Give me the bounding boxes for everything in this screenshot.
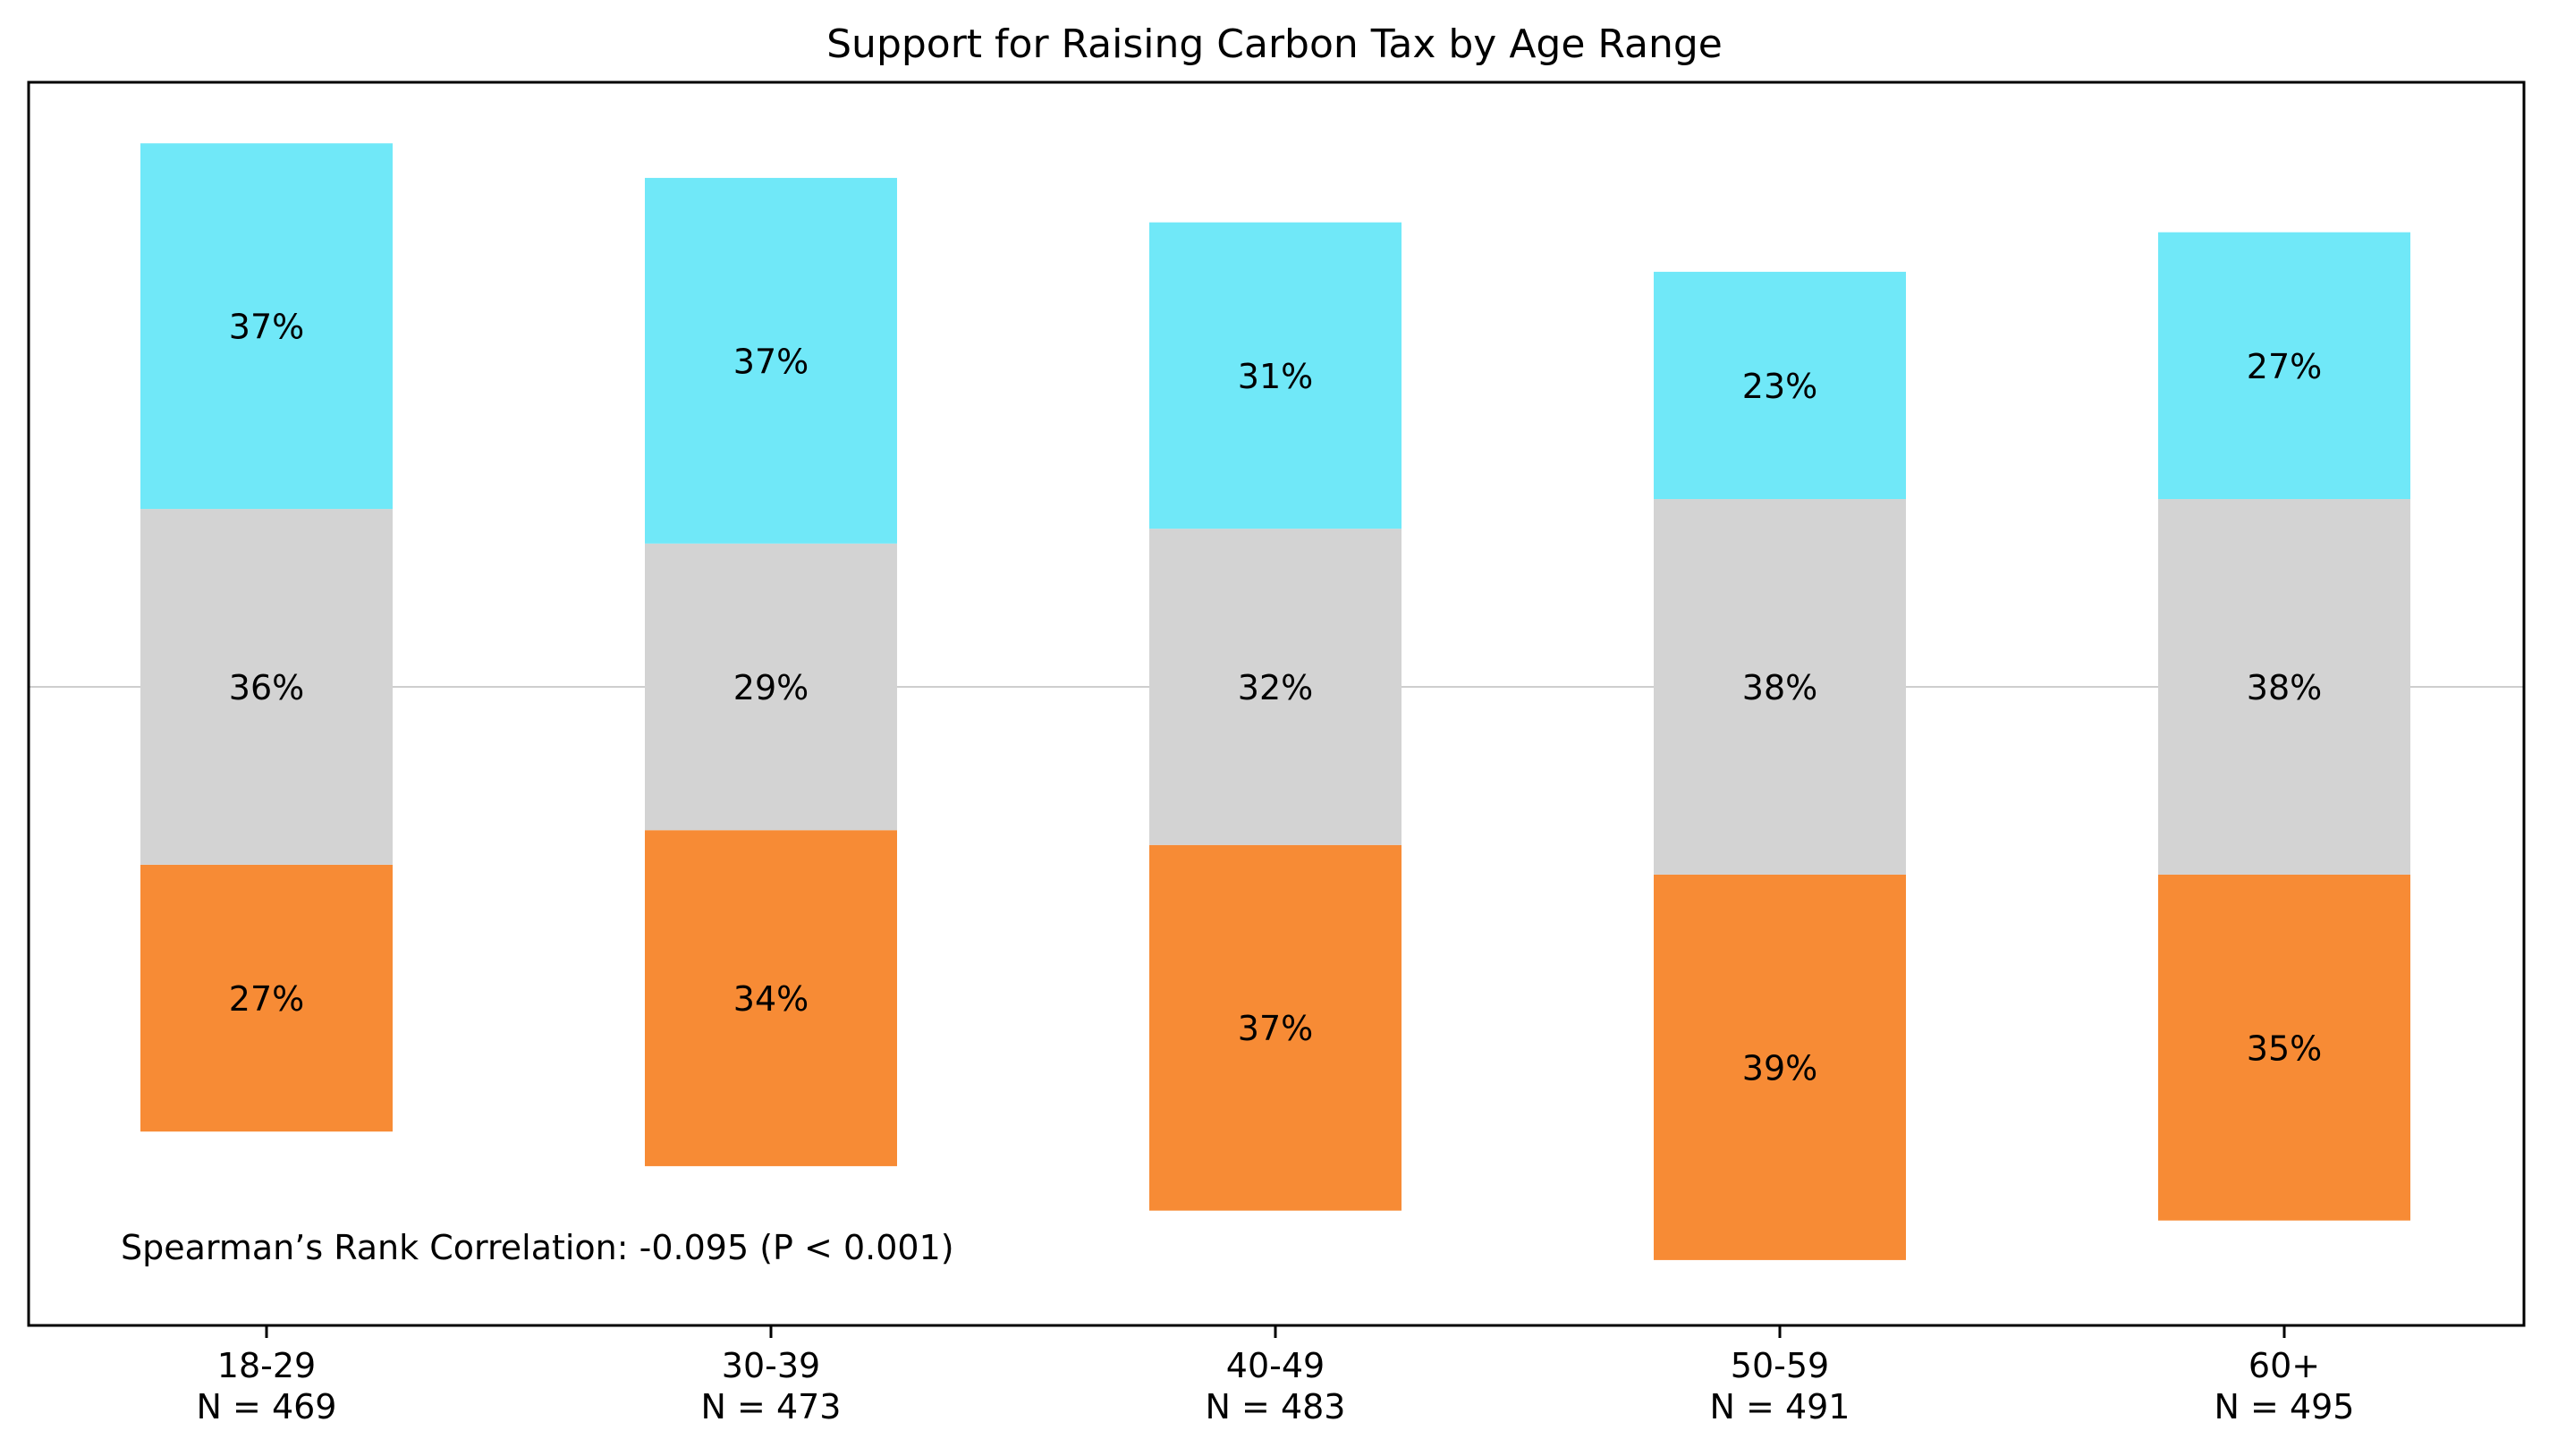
- plot-area: 27% 36% 37% 34% 29% 37% 37% 32% 31% 39% 38% 23% 35% 3…: [29, 143, 2524, 1260]
- bar-oppose-4: [2158, 874, 2410, 1221]
- data-label-oppose-2: 37%: [1238, 1009, 1313, 1048]
- x-tick-label-0: 18-29: [217, 1346, 316, 1385]
- bar-support-4: [2158, 232, 2410, 500]
- bar-oppose-0: [140, 864, 393, 1132]
- bar-support-0: [140, 143, 393, 510]
- x-tick-sample-size-3: N = 491: [1710, 1387, 1850, 1426]
- data-label-neutral-0: 36%: [229, 668, 304, 707]
- data-label-support-0: 37%: [229, 308, 304, 347]
- chart-title: Support for Raising Carbon Tax by Age Ra…: [826, 21, 1723, 67]
- bar-support-3: [1654, 271, 1906, 500]
- data-label-oppose-4: 35%: [2247, 1029, 2322, 1068]
- data-label-neutral-1: 29%: [733, 668, 809, 707]
- data-label-support-3: 23%: [1742, 367, 1817, 406]
- bar-neutral-0: [140, 509, 393, 865]
- x-tick-label-3: 50-59: [1731, 1346, 1829, 1385]
- correlation-annotation: Spearman’s Rank Correlation: -0.095 (P <…: [121, 1228, 954, 1267]
- data-label-neutral-3: 38%: [1742, 668, 1817, 707]
- data-label-support-2: 31%: [1238, 357, 1313, 396]
- data-label-neutral-4: 38%: [2247, 668, 2322, 707]
- bar-oppose-3: [1654, 874, 1906, 1260]
- bar-oppose-1: [645, 830, 897, 1166]
- x-tick-label-2: 40-49: [1226, 1346, 1325, 1385]
- plot-frame: [27, 80, 2526, 1327]
- bar-neutral-4: [2158, 499, 2410, 875]
- data-label-oppose-0: 27%: [229, 979, 304, 1019]
- x-tick-sample-size-1: N = 473: [701, 1387, 842, 1426]
- x-tick-sample-size-4: N = 495: [2214, 1387, 2355, 1426]
- bar-support-2: [1149, 222, 1402, 529]
- data-label-support-1: 37%: [733, 342, 809, 381]
- x-tick-sample-size-2: N = 483: [1206, 1387, 1346, 1426]
- data-label-neutral-2: 32%: [1238, 668, 1313, 707]
- bar-support-1: [645, 177, 897, 544]
- x-tick-label-4: 60+: [2248, 1346, 2320, 1385]
- x-tick-sample-size-0: N = 469: [197, 1387, 337, 1426]
- bar-oppose-2: [1149, 844, 1402, 1211]
- data-label-oppose-1: 34%: [733, 979, 809, 1019]
- data-label-oppose-3: 39%: [1742, 1048, 1817, 1088]
- data-label-support-4: 27%: [2247, 347, 2322, 386]
- bar-neutral-1: [645, 543, 897, 831]
- bar-neutral-3: [1654, 499, 1906, 875]
- bar-neutral-2: [1149, 529, 1402, 845]
- x-tick-label-1: 30-39: [722, 1346, 820, 1385]
